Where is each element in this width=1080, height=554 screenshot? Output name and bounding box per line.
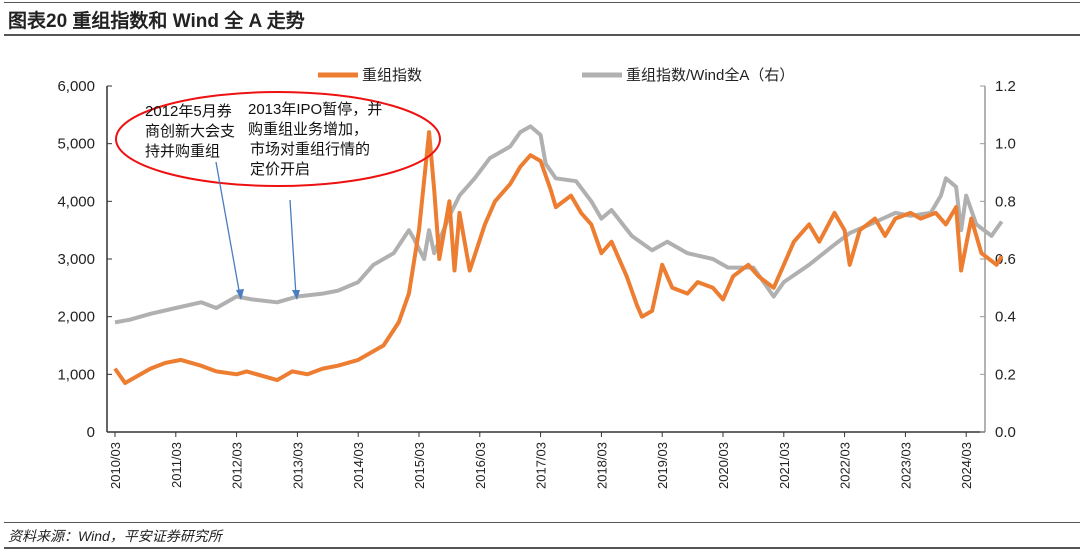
x-tick-label: 2011/03 [169, 442, 184, 488]
annotation-arrow-2013 [289, 199, 297, 297]
annotation-arrow-2012 [215, 161, 241, 297]
x-tick-label: 2012/03 [230, 442, 245, 489]
annotation-line: 持并购重组 [145, 143, 221, 160]
y-left-tick-label: 1,000 [57, 366, 95, 383]
x-tick-label: 2016/03 [473, 442, 488, 489]
bottom-rule [4, 522, 1080, 523]
y-right-tick-label: 0.2 [995, 366, 1016, 383]
x-tick-label: 2015/03 [412, 442, 427, 489]
top-rule [4, 2, 1080, 3]
y-left-tick-label: 5,000 [57, 136, 95, 153]
x-tick-label: 2020/03 [716, 442, 731, 489]
x-tick-label: 2014/03 [351, 442, 366, 489]
chart-title: 图表20 重组指数和 Wind 全 A 走势 [8, 11, 305, 32]
legend-label: 重组指数/Wind全A（右） [626, 66, 794, 84]
footer-rule [4, 547, 1080, 549]
y-right-tick-label: 0.8 [995, 193, 1016, 210]
title-rule [4, 34, 1080, 36]
arrowhead-icon [292, 290, 300, 300]
y-right-tick-label: 1.2 [995, 78, 1016, 95]
legend-label: 重组指数 [362, 67, 422, 84]
annotation-line: 商创新大会支 [145, 123, 236, 140]
x-tick-label: 2023/03 [898, 442, 913, 489]
y-right-tick-label: 0.4 [995, 309, 1016, 326]
y-left-tick-label: 4,000 [57, 193, 95, 210]
x-tick-label: 2021/03 [777, 442, 792, 489]
series-line-restructuring-index [113, 130, 1004, 385]
annotation-2012: 2012年5月券 商创新大会支 持并购重组 [145, 102, 235, 162]
y-left-tick-label: 0 [87, 424, 95, 441]
annotation-line: 定价开启 [250, 161, 311, 178]
x-tick-label: 2019/03 [655, 442, 670, 489]
x-tick-label: 2024/03 [959, 442, 974, 489]
arrowhead-icon [236, 289, 244, 300]
x-tick-label: 2022/03 [838, 442, 853, 489]
y-left-tick-label: 2,000 [57, 309, 95, 326]
y-right-tick-label: 1.0 [995, 136, 1016, 153]
annotation-2013: 2013年IPO暂停，并 购重组业务增加， 市场对重组行情的 定价开启 [248, 100, 382, 180]
annotation-line: 2013年IPO暂停，并 [248, 101, 383, 118]
x-tick-label: 2017/03 [534, 442, 549, 489]
x-tick-label: 2010/03 [108, 442, 123, 489]
annotation-line: 市场对重组行情的 [250, 141, 371, 158]
y-right-tick-label: 0.0 [995, 424, 1016, 441]
annotation-ellipse [115, 91, 441, 187]
annotation-line: 购重组业务增加， [248, 121, 369, 138]
x-tick-label: 2018/03 [594, 442, 609, 489]
source-note: 资料来源：Wind，平安证券研究所 [8, 528, 222, 544]
y-left-tick-label: 3,000 [57, 251, 95, 268]
annotation-line: 2012年5月券 [145, 103, 232, 120]
x-tick-label: 2013/03 [290, 442, 305, 489]
y-left-tick-label: 6,000 [57, 78, 95, 95]
